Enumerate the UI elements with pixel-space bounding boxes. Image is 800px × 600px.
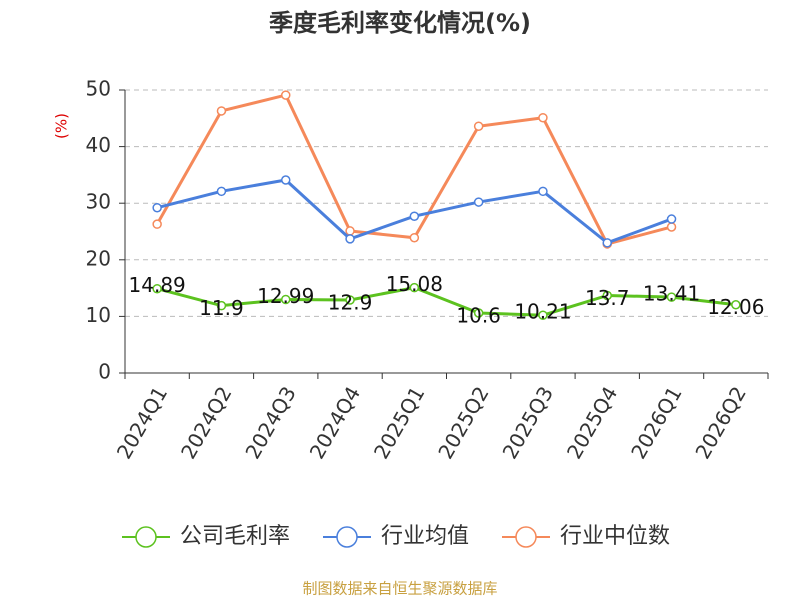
x-tick-label: 2026Q2: [690, 382, 750, 463]
y-tick-label: 50: [86, 77, 111, 101]
x-tick-label: 2025Q3: [498, 382, 558, 463]
legend-label: 公司毛利率: [180, 524, 290, 549]
data-label: 12.99: [257, 284, 314, 308]
data-point: [281, 294, 291, 305]
data-point: [152, 283, 162, 294]
data-point: [666, 292, 677, 302]
y-axis-label: (%): [53, 113, 71, 139]
legend-marker: [336, 526, 358, 548]
x-tick-label: 2024Q4: [305, 382, 365, 463]
data-point: [666, 222, 677, 232]
chart-title: 季度毛利率变化情况(%): [269, 9, 531, 37]
data-point: [473, 197, 484, 207]
series-line: [155, 93, 672, 246]
data-point: [602, 238, 612, 248]
x-tick-label: 2024Q1: [112, 382, 172, 463]
data-point: [152, 202, 162, 213]
y-tick-label: 40: [86, 133, 111, 157]
data-point: [602, 290, 612, 301]
data-point: [731, 299, 741, 310]
y-tick-label: 30: [86, 190, 111, 214]
x-tick-label: 2024Q2: [176, 382, 236, 463]
data-point: [216, 106, 227, 116]
data-point: [216, 186, 227, 197]
data-point: [281, 175, 291, 185]
x-tick-label: 2025Q2: [433, 382, 493, 463]
data-point: [473, 121, 484, 131]
x-tick-label: 2025Q1: [369, 382, 429, 463]
data-label: 14.89: [129, 273, 186, 297]
legend-marker: [515, 526, 537, 548]
y-tick-label: 10: [86, 303, 111, 327]
data-point: [345, 234, 355, 244]
data-point: [345, 295, 355, 305]
data-point: [216, 300, 227, 311]
y-tick-label: 0: [98, 360, 111, 384]
x-tick-label: 2025Q4: [562, 382, 622, 463]
data-label: 13.7: [585, 286, 630, 310]
legend-label: 行业中位数: [560, 524, 670, 549]
data-point: [666, 214, 677, 224]
data-label: 12.9: [328, 290, 373, 314]
data-label: 11.9: [199, 296, 244, 320]
legend-marker: [135, 526, 157, 548]
data-point: [538, 112, 548, 123]
data-label: 10.6: [456, 304, 501, 328]
data-point: [345, 226, 355, 236]
data-point: [473, 308, 484, 318]
data-point: [281, 90, 291, 100]
data-point: [409, 232, 420, 243]
data-label: 12.06: [707, 295, 764, 319]
series-line: [156, 286, 737, 317]
data-point: [409, 282, 420, 293]
data-point: [152, 219, 162, 229]
x-tick-label: 2024Q3: [240, 382, 300, 463]
data-label: 13.41: [643, 282, 700, 306]
data-point: [409, 211, 420, 221]
data-point: [538, 310, 548, 320]
y-tick-label: 20: [86, 246, 111, 270]
data-label: 10.21: [514, 300, 571, 324]
legend-label: 行业均值: [381, 524, 469, 549]
data-point: [538, 186, 548, 197]
data-label: 15.08: [386, 272, 443, 296]
x-tick-label: 2026Q1: [626, 382, 686, 463]
source-note: 制图数据来自恒生聚源数据库: [302, 580, 497, 598]
